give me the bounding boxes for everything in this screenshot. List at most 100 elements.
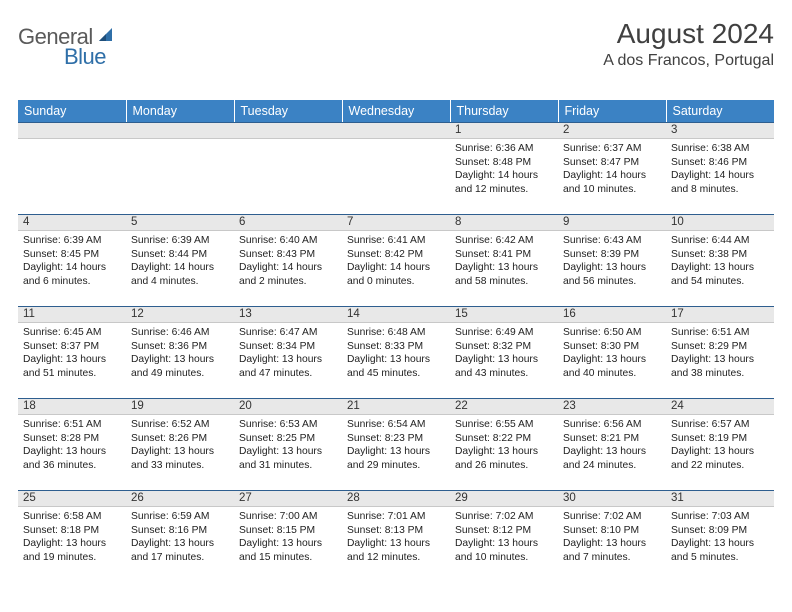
day-number: 31 bbox=[666, 490, 774, 507]
day-details: Sunrise: 6:57 AMSunset: 8:19 PMDaylight:… bbox=[666, 415, 774, 474]
sunrise-line: Sunrise: 6:46 AM bbox=[131, 326, 229, 340]
calendar-page: General August 2024 A dos Francos, Portu… bbox=[0, 0, 792, 612]
sunrise-line: Sunrise: 7:02 AM bbox=[563, 510, 661, 524]
logo-word-2-wrap: Blue bbox=[18, 44, 106, 70]
calendar-cell bbox=[234, 122, 342, 214]
sunset-line: Sunset: 8:30 PM bbox=[563, 340, 661, 354]
daylight-line: Daylight: 13 hours and 51 minutes. bbox=[23, 353, 121, 380]
sunset-line: Sunset: 8:29 PM bbox=[671, 340, 769, 354]
day-details: Sunrise: 6:48 AMSunset: 8:33 PMDaylight:… bbox=[342, 323, 450, 382]
sunrise-line: Sunrise: 6:37 AM bbox=[563, 142, 661, 156]
day-number: 4 bbox=[18, 214, 126, 231]
sunrise-line: Sunrise: 7:01 AM bbox=[347, 510, 445, 524]
sunrise-line: Sunrise: 6:44 AM bbox=[671, 234, 769, 248]
daylight-line: Daylight: 13 hours and 31 minutes. bbox=[239, 445, 337, 472]
sunset-line: Sunset: 8:43 PM bbox=[239, 248, 337, 262]
calendar-cell bbox=[126, 122, 234, 214]
day-number: 17 bbox=[666, 306, 774, 323]
calendar-cell: 19Sunrise: 6:52 AMSunset: 8:26 PMDayligh… bbox=[126, 398, 234, 490]
daylight-line: Daylight: 13 hours and 45 minutes. bbox=[347, 353, 445, 380]
sunrise-line: Sunrise: 6:59 AM bbox=[131, 510, 229, 524]
sunrise-line: Sunrise: 6:39 AM bbox=[131, 234, 229, 248]
daylight-line: Daylight: 14 hours and 4 minutes. bbox=[131, 261, 229, 288]
sunrise-line: Sunrise: 6:50 AM bbox=[563, 326, 661, 340]
empty-day-bar bbox=[234, 122, 342, 139]
calendar-cell: 17Sunrise: 6:51 AMSunset: 8:29 PMDayligh… bbox=[666, 306, 774, 398]
daylight-line: Daylight: 13 hours and 56 minutes. bbox=[563, 261, 661, 288]
daylight-line: Daylight: 13 hours and 33 minutes. bbox=[131, 445, 229, 472]
sunrise-line: Sunrise: 6:58 AM bbox=[23, 510, 121, 524]
daylight-line: Daylight: 13 hours and 40 minutes. bbox=[563, 353, 661, 380]
calendar-cell: 12Sunrise: 6:46 AMSunset: 8:36 PMDayligh… bbox=[126, 306, 234, 398]
calendar-cell bbox=[342, 122, 450, 214]
sunrise-line: Sunrise: 6:51 AM bbox=[671, 326, 769, 340]
daylight-line: Daylight: 14 hours and 12 minutes. bbox=[455, 169, 553, 196]
month-title: August 2024 bbox=[603, 18, 774, 50]
day-details: Sunrise: 6:49 AMSunset: 8:32 PMDaylight:… bbox=[450, 323, 558, 382]
calendar-week-row: 25Sunrise: 6:58 AMSunset: 8:18 PMDayligh… bbox=[18, 490, 774, 582]
daylight-line: Daylight: 14 hours and 8 minutes. bbox=[671, 169, 769, 196]
calendar-cell: 2Sunrise: 6:37 AMSunset: 8:47 PMDaylight… bbox=[558, 122, 666, 214]
calendar-cell: 30Sunrise: 7:02 AMSunset: 8:10 PMDayligh… bbox=[558, 490, 666, 582]
calendar-cell: 20Sunrise: 6:53 AMSunset: 8:25 PMDayligh… bbox=[234, 398, 342, 490]
calendar-cell: 27Sunrise: 7:00 AMSunset: 8:15 PMDayligh… bbox=[234, 490, 342, 582]
daylight-line: Daylight: 13 hours and 19 minutes. bbox=[23, 537, 121, 564]
day-number: 15 bbox=[450, 306, 558, 323]
sunrise-line: Sunrise: 6:45 AM bbox=[23, 326, 121, 340]
sunset-line: Sunset: 8:39 PM bbox=[563, 248, 661, 262]
calendar-cell: 16Sunrise: 6:50 AMSunset: 8:30 PMDayligh… bbox=[558, 306, 666, 398]
daylight-line: Daylight: 14 hours and 6 minutes. bbox=[23, 261, 121, 288]
daylight-line: Daylight: 13 hours and 17 minutes. bbox=[131, 537, 229, 564]
day-number: 7 bbox=[342, 214, 450, 231]
day-number: 20 bbox=[234, 398, 342, 415]
sunrise-line: Sunrise: 6:40 AM bbox=[239, 234, 337, 248]
day-number: 18 bbox=[18, 398, 126, 415]
sunset-line: Sunset: 8:32 PM bbox=[455, 340, 553, 354]
sunrise-line: Sunrise: 6:38 AM bbox=[671, 142, 769, 156]
day-number: 26 bbox=[126, 490, 234, 507]
calendar-cell: 3Sunrise: 6:38 AMSunset: 8:46 PMDaylight… bbox=[666, 122, 774, 214]
day-details: Sunrise: 6:56 AMSunset: 8:21 PMDaylight:… bbox=[558, 415, 666, 474]
calendar-cell: 8Sunrise: 6:42 AMSunset: 8:41 PMDaylight… bbox=[450, 214, 558, 306]
daylight-line: Daylight: 14 hours and 2 minutes. bbox=[239, 261, 337, 288]
day-number: 2 bbox=[558, 122, 666, 139]
calendar-cell: 31Sunrise: 7:03 AMSunset: 8:09 PMDayligh… bbox=[666, 490, 774, 582]
day-number: 13 bbox=[234, 306, 342, 323]
sunset-line: Sunset: 8:44 PM bbox=[131, 248, 229, 262]
day-number: 14 bbox=[342, 306, 450, 323]
day-number: 25 bbox=[18, 490, 126, 507]
sunset-line: Sunset: 8:38 PM bbox=[671, 248, 769, 262]
calendar-cell: 18Sunrise: 6:51 AMSunset: 8:28 PMDayligh… bbox=[18, 398, 126, 490]
day-details: Sunrise: 6:51 AMSunset: 8:28 PMDaylight:… bbox=[18, 415, 126, 474]
day-details: Sunrise: 6:46 AMSunset: 8:36 PMDaylight:… bbox=[126, 323, 234, 382]
sunset-line: Sunset: 8:41 PM bbox=[455, 248, 553, 262]
day-number: 21 bbox=[342, 398, 450, 415]
sunset-line: Sunset: 8:18 PM bbox=[23, 524, 121, 538]
sunrise-line: Sunrise: 7:00 AM bbox=[239, 510, 337, 524]
sunrise-line: Sunrise: 7:02 AM bbox=[455, 510, 553, 524]
daylight-line: Daylight: 13 hours and 10 minutes. bbox=[455, 537, 553, 564]
sunrise-line: Sunrise: 7:03 AM bbox=[671, 510, 769, 524]
day-details: Sunrise: 6:39 AMSunset: 8:45 PMDaylight:… bbox=[18, 231, 126, 290]
day-details: Sunrise: 6:38 AMSunset: 8:46 PMDaylight:… bbox=[666, 139, 774, 198]
sunset-line: Sunset: 8:23 PM bbox=[347, 432, 445, 446]
day-details: Sunrise: 6:44 AMSunset: 8:38 PMDaylight:… bbox=[666, 231, 774, 290]
day-details: Sunrise: 6:36 AMSunset: 8:48 PMDaylight:… bbox=[450, 139, 558, 198]
day-number: 29 bbox=[450, 490, 558, 507]
day-details: Sunrise: 6:55 AMSunset: 8:22 PMDaylight:… bbox=[450, 415, 558, 474]
calendar-cell: 13Sunrise: 6:47 AMSunset: 8:34 PMDayligh… bbox=[234, 306, 342, 398]
sunset-line: Sunset: 8:19 PM bbox=[671, 432, 769, 446]
calendar-cell: 15Sunrise: 6:49 AMSunset: 8:32 PMDayligh… bbox=[450, 306, 558, 398]
day-number: 8 bbox=[450, 214, 558, 231]
day-header: Friday bbox=[558, 100, 666, 122]
sunset-line: Sunset: 8:36 PM bbox=[131, 340, 229, 354]
sunset-line: Sunset: 8:21 PM bbox=[563, 432, 661, 446]
calendar-week-row: 11Sunrise: 6:45 AMSunset: 8:37 PMDayligh… bbox=[18, 306, 774, 398]
day-header: Sunday bbox=[18, 100, 126, 122]
day-header: Wednesday bbox=[342, 100, 450, 122]
day-number: 9 bbox=[558, 214, 666, 231]
day-number: 30 bbox=[558, 490, 666, 507]
day-number: 1 bbox=[450, 122, 558, 139]
sunset-line: Sunset: 8:37 PM bbox=[23, 340, 121, 354]
daylight-line: Daylight: 13 hours and 36 minutes. bbox=[23, 445, 121, 472]
